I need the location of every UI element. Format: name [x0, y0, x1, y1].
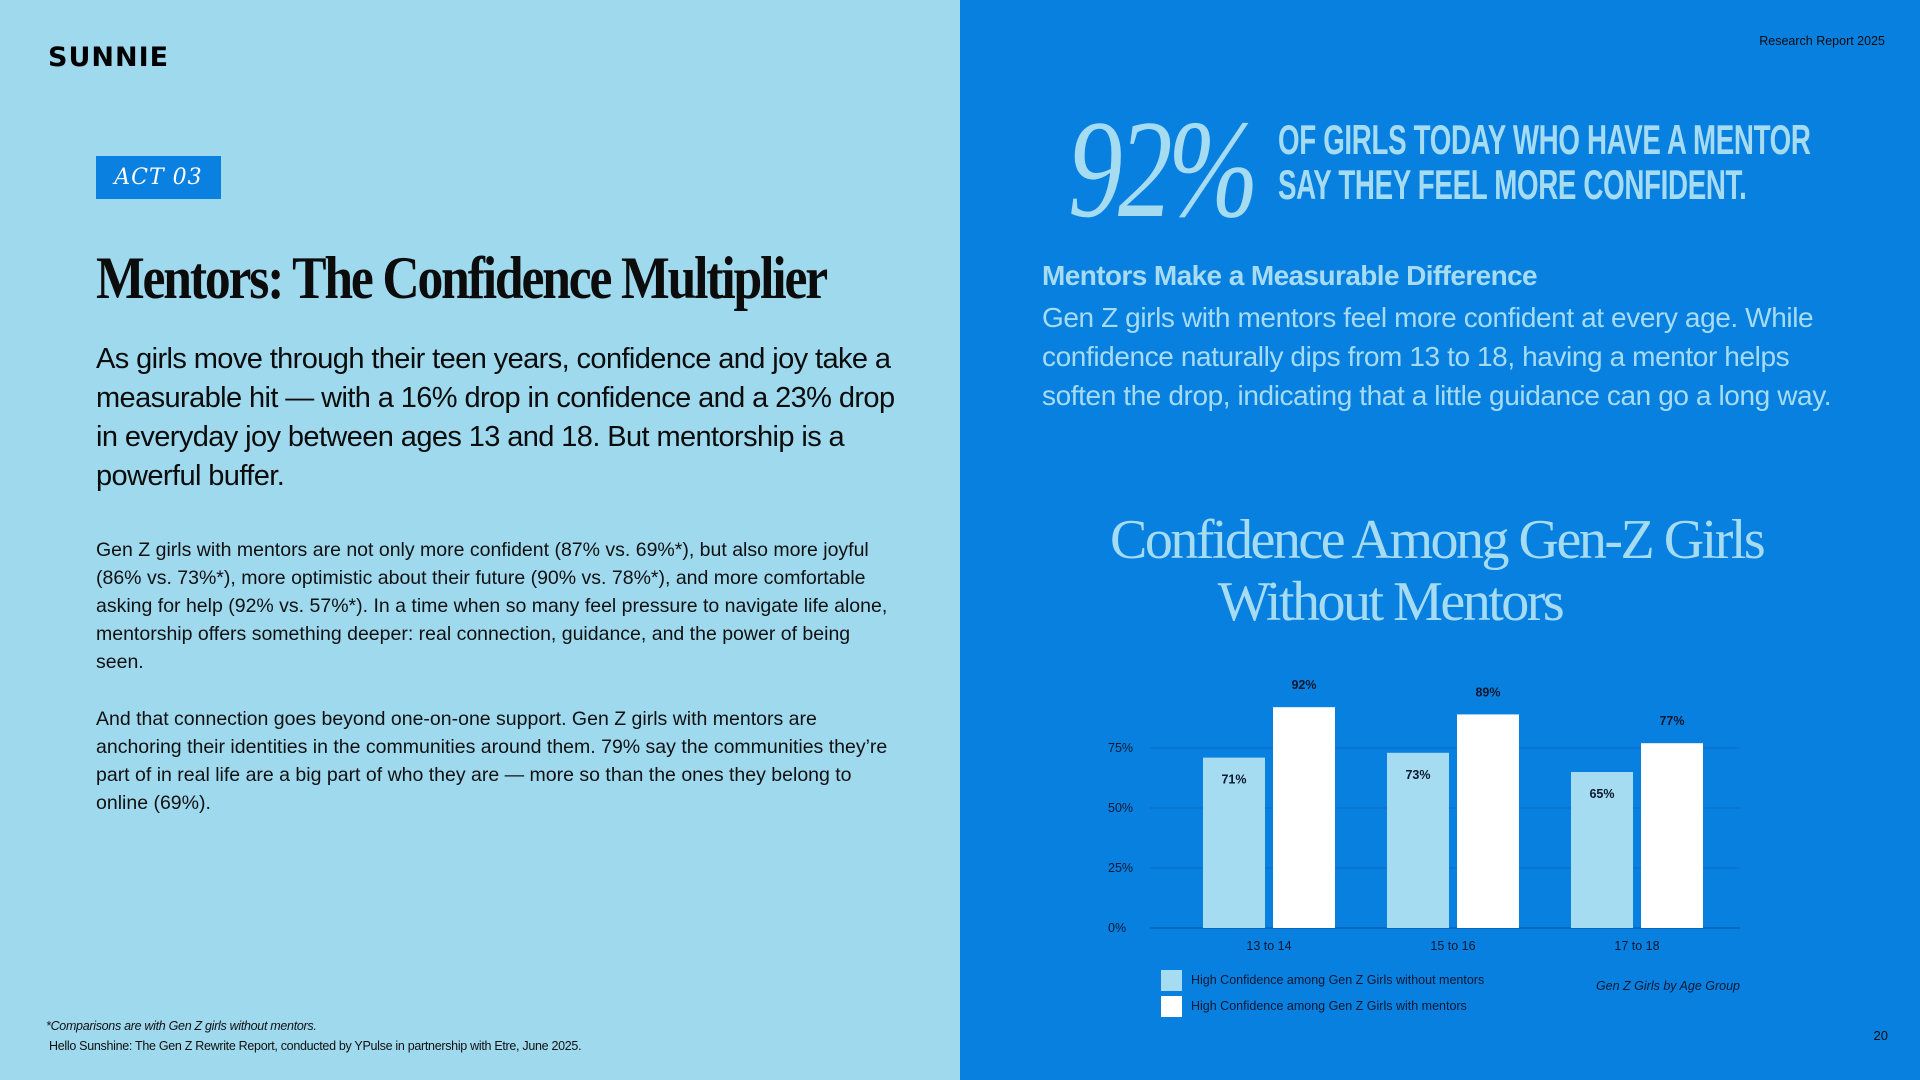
chart-y-tick-label: 25% [1108, 861, 1133, 875]
act-badge: ACT 03 [96, 156, 221, 199]
body-paragraph-1: Gen Z girls with mentors are not only mo… [96, 539, 888, 673]
bar-chart: 0% 25% 50% 75% 71% 92% 13 to 14 73% 89% 15 to 16 6… [1108, 678, 1740, 1017]
chart-x-tick-label: 15 to 16 [1430, 939, 1475, 953]
left-panel: SUNNIE ACT 03 Mentors: The Confidence Mu… [0, 0, 960, 1080]
chart-data-label: 71% [1221, 773, 1246, 787]
chart-bar [1571, 772, 1633, 928]
page-title: Mentors: The Confidence Multiplier [96, 245, 828, 311]
stat-caption-line-1: OF GIRLS TODAY WHO HAVE A MENTOR [1278, 116, 1811, 163]
chart-title-line-2: Without Mentors [1217, 571, 1565, 633]
section-subheading: Mentors Make a Measurable Difference [1042, 260, 1538, 291]
right-panel: Research Report 2025 92% OF GIRLS TODAY … [960, 0, 1920, 1080]
legend-label: High Confidence among Gen Z Girls withou… [1191, 973, 1484, 987]
sunnie-logo: SUNNIE [48, 42, 170, 73]
stat-caption-line-2: SAY THEY FEEL MORE CONFIDENT. [1278, 161, 1747, 208]
page-number: 20 [1873, 1028, 1888, 1043]
legend-swatch [1161, 996, 1182, 1017]
legend-swatch [1161, 970, 1182, 991]
source-citation: Hello Sunshine: The Gen Z Rewrite Report… [49, 1039, 582, 1053]
chart-bar [1457, 714, 1519, 928]
chart-title-line-1: Confidence Among Gen-Z Girls [1110, 509, 1766, 571]
chart-bar [1203, 757, 1265, 928]
chart-x-axis-label: Gen Z Girls by Age Group [1596, 979, 1740, 993]
legend-label: High Confidence among Gen Z Girls with m… [1191, 999, 1467, 1013]
body-paragraph-2: And that connection goes beyond one-on-o… [96, 708, 888, 814]
footnote: *Comparisons are with Gen Z girls withou… [46, 1019, 317, 1033]
chart-data-label: 65% [1589, 787, 1614, 801]
chart-bar [1641, 743, 1703, 928]
chart-data-label: 92% [1291, 678, 1316, 692]
chart-x-tick-label: 17 to 18 [1614, 939, 1659, 953]
chart-data-label: 77% [1659, 714, 1684, 728]
chart-y-tick-label: 75% [1108, 741, 1133, 755]
chart-bar [1273, 707, 1335, 928]
chart-data-label: 89% [1475, 685, 1500, 699]
chart-y-tick-label: 0% [1108, 921, 1126, 935]
section-description: Gen Z girls with mentors feel more confi… [1042, 302, 1832, 411]
lead-paragraph: As girls move through their teen years, … [96, 343, 895, 492]
chart-data-label: 73% [1405, 768, 1430, 782]
report-label: Research Report 2025 [1759, 34, 1885, 48]
chart-y-tick-label: 50% [1108, 801, 1133, 815]
chart-x-tick-label: 13 to 14 [1246, 939, 1291, 953]
chart-bar [1387, 752, 1449, 928]
big-stat-value: 92% [1068, 92, 1259, 247]
